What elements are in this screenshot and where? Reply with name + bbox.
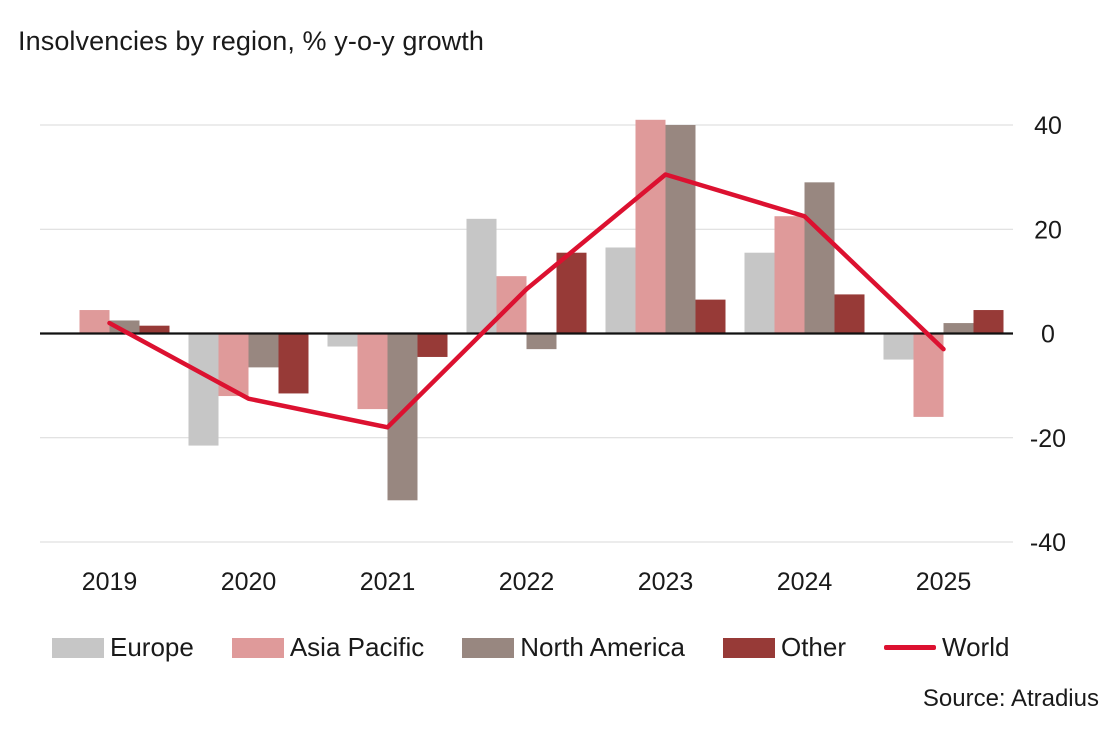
legend-item-asia-pacific: Asia Pacific bbox=[231, 632, 425, 663]
bar-europe-2022 bbox=[466, 218, 497, 334]
bar-other-2019 bbox=[139, 325, 170, 334]
y-axis-ticks: 40 20 0 -20 -40 bbox=[1030, 112, 1066, 557]
legend-item-other: Other bbox=[722, 632, 846, 663]
bar-asia-pacific-2024 bbox=[774, 216, 805, 334]
bar-north-america-2023 bbox=[665, 125, 696, 334]
bar-europe-2025 bbox=[883, 333, 914, 360]
legend-item-world: World bbox=[884, 632, 1009, 663]
legend-label-north-america: North America bbox=[520, 632, 685, 662]
legend-label-asia-pacific: Asia Pacific bbox=[289, 632, 425, 662]
chart-plot: 40 20 0 -20 -40 2019 2020 2021 2022 2023 2024 2025 bbox=[40, 112, 1066, 596]
legend-swatch-europe bbox=[52, 637, 104, 658]
bar-north-america-2021 bbox=[387, 333, 418, 501]
y-tick-label: -40 bbox=[1030, 529, 1066, 557]
y-tick-label: 20 bbox=[1034, 216, 1062, 244]
bar-europe-2024 bbox=[744, 252, 775, 334]
world-line-layer bbox=[107, 172, 946, 430]
legend-label-world: World bbox=[942, 632, 1010, 662]
x-tick-label: 2020 bbox=[221, 568, 277, 596]
bar-other-2025 bbox=[973, 310, 1004, 334]
bar-north-america-2020 bbox=[248, 333, 279, 368]
bar-europe-2021 bbox=[327, 333, 358, 347]
bar-asia-pacific-2021 bbox=[357, 333, 388, 410]
legend-swatch-north-america bbox=[462, 637, 515, 658]
legend-label-other: Other bbox=[780, 632, 846, 662]
x-tick-label: 2019 bbox=[82, 568, 138, 596]
line-world bbox=[107, 172, 946, 430]
legend-swatch-other bbox=[722, 637, 775, 658]
chart-title: Insolvencies by region, % y-o-y growth bbox=[18, 26, 485, 56]
x-axis-ticks: 2019 2020 2021 2022 2023 2024 2025 bbox=[82, 568, 972, 596]
bar-europe-2023 bbox=[605, 247, 636, 334]
x-tick-label: 2021 bbox=[360, 568, 416, 596]
legend-item-north-america: North America bbox=[462, 632, 685, 663]
bar-north-america-2024 bbox=[804, 182, 835, 334]
bar-north-america-2019 bbox=[109, 320, 140, 334]
bar-north-america-2022 bbox=[526, 333, 557, 350]
bar-asia-pacific-2023 bbox=[635, 119, 666, 334]
bar-europe-2020 bbox=[188, 333, 219, 446]
legend-item-europe: Europe bbox=[52, 632, 194, 663]
bar-other-2023 bbox=[695, 299, 726, 334]
y-tick-label: 40 bbox=[1034, 112, 1062, 140]
bar-asia-pacific-2019 bbox=[79, 310, 110, 334]
legend-swatch-asia-pacific bbox=[231, 637, 284, 658]
legend-swatch-world bbox=[884, 645, 936, 650]
x-tick-label: 2025 bbox=[916, 568, 972, 596]
x-tick-label: 2022 bbox=[499, 568, 555, 596]
legend-label-europe: Europe bbox=[110, 632, 194, 662]
x-tick-label: 2024 bbox=[777, 568, 833, 596]
bar-other-2021 bbox=[417, 333, 448, 357]
bar-other-2020 bbox=[278, 333, 309, 394]
legend: Europe Asia Pacific North America Other … bbox=[52, 632, 1009, 663]
source-note: Source: Atradius bbox=[922, 685, 1099, 712]
bar-other-2022 bbox=[556, 252, 587, 334]
bars bbox=[79, 119, 1004, 501]
y-tick-label: 0 bbox=[1041, 321, 1055, 349]
y-tick-label: -20 bbox=[1030, 425, 1066, 453]
x-tick-label: 2023 bbox=[638, 568, 694, 596]
bar-north-america-2025 bbox=[943, 323, 974, 334]
bar-other-2024 bbox=[834, 294, 865, 334]
